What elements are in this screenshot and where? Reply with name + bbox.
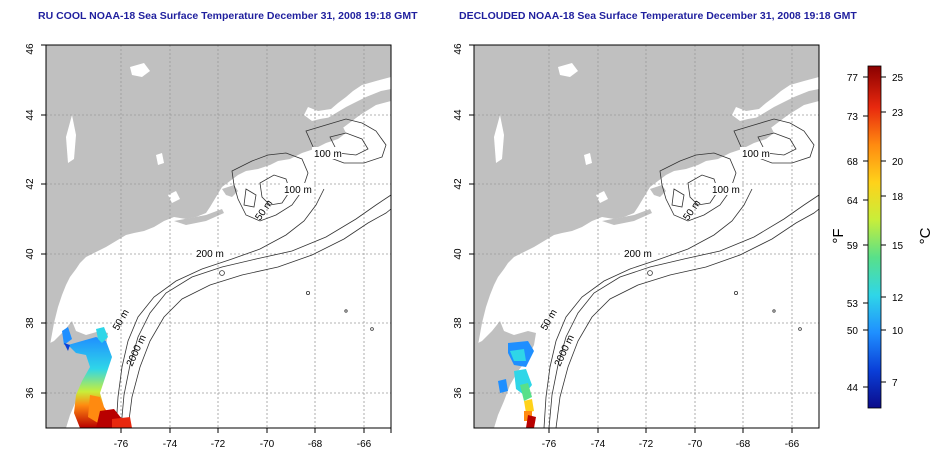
colorbar-c-tick-2: 20	[892, 157, 904, 168]
left-x-tick-4: -68	[308, 439, 323, 450]
left-contour-label-100m-b: 100 m	[284, 185, 312, 196]
left-contour-label-2000m: 2000 m	[125, 333, 149, 368]
colorbar-c-tick-3: 18	[892, 192, 904, 203]
left-y-tick-2: 40	[25, 248, 36, 260]
right-map-title: DECLOUDED NOAA-18 Sea Surface Temperatur…	[459, 10, 857, 22]
left-y-tick-4: 44	[25, 109, 36, 121]
left-x-tick-0: -76	[114, 439, 129, 450]
colorbar-f-tick-4: 59	[847, 241, 859, 252]
right-y-axis	[469, 44, 474, 394]
temperature-colorbar: 77 73 68 64 59 53 50 44 25 23 20 18 15 1…	[830, 65, 934, 409]
left-x-tick-3: -70	[260, 439, 275, 450]
colorbar-c-tick-5: 12	[892, 293, 904, 304]
colorbar-fahrenheit-label: °F	[830, 228, 847, 243]
right-y-tick-0: 36	[453, 387, 464, 399]
left-y-tick-3: 42	[25, 178, 36, 190]
left-y-tick-5: 46	[25, 43, 36, 55]
left-y-tick-0: 36	[25, 387, 36, 399]
left-y-tick-1: 38	[25, 317, 36, 329]
left-map-panel: 100 m 100 m 50 m 200 m 50 m 2000 m	[45, 44, 392, 429]
colorbar-f-tick-1: 73	[847, 112, 859, 123]
left-x-tick-1: -74	[163, 439, 178, 450]
colorbar-f-tick-3: 64	[847, 196, 859, 207]
colorbar-c-tick-7: 7	[892, 378, 898, 389]
left-contour-label-50m-a: 50 m	[253, 198, 275, 223]
right-contour-label-50m-a: 50 m	[681, 198, 703, 223]
left-map-title: RU COOL NOAA-18 Sea Surface Temperature …	[38, 10, 418, 22]
colorbar-c-tick-0: 25	[892, 73, 904, 84]
right-x-tick-0: -76	[542, 439, 557, 450]
left-contour-label-50m-b: 50 m	[111, 308, 132, 333]
left-x-tick-2: -72	[211, 439, 226, 450]
right-contour-label-100m-b: 100 m	[712, 185, 740, 196]
right-sst-overlay	[498, 341, 536, 428]
right-y-tick-4: 44	[453, 109, 464, 121]
right-x-axis	[548, 428, 793, 433]
right-x-tick-2: -72	[639, 439, 654, 450]
right-x-tick-3: -70	[688, 439, 703, 450]
right-contour-label-100m-a: 100 m	[742, 149, 770, 160]
colorbar-f-tick-7: 44	[847, 383, 859, 394]
right-y-tick-1: 38	[453, 317, 464, 329]
left-contour-label-200m: 200 m	[196, 249, 224, 260]
right-contour-label-50m-b: 50 m	[539, 308, 560, 333]
colorbar-f-tick-2: 68	[847, 157, 859, 168]
right-y-tick-3: 42	[453, 178, 464, 190]
colorbar-c-tick-6: 10	[892, 326, 904, 337]
right-x-tick-1: -74	[591, 439, 606, 450]
colorbar-f-tick-6: 50	[847, 326, 859, 337]
colorbar-celsius-label: °C	[917, 227, 934, 244]
right-x-tick-5: -66	[785, 439, 800, 450]
right-x-tick-4: -68	[736, 439, 751, 450]
colorbar-f-tick-5: 53	[847, 299, 859, 310]
right-contour-label-2000m: 2000 m	[553, 333, 577, 368]
right-y-tick-5: 46	[453, 43, 464, 55]
left-contour-label-100m-a: 100 m	[314, 149, 342, 160]
left-y-axis	[41, 44, 392, 433]
right-contour-label-200m: 200 m	[624, 249, 652, 260]
colorbar-c-tick-4: 15	[892, 241, 904, 252]
left-x-axis	[120, 428, 365, 433]
right-map-panel: 100 m 100 m 50 m 200 m 50 m 2000 m	[473, 44, 820, 429]
left-x-tick-5: -66	[357, 439, 372, 450]
right-y-tick-2: 40	[453, 248, 464, 260]
colorbar-c-tick-1: 23	[892, 108, 904, 119]
left-sst-overlay	[62, 327, 132, 428]
colorbar-f-tick-0: 77	[847, 73, 859, 84]
